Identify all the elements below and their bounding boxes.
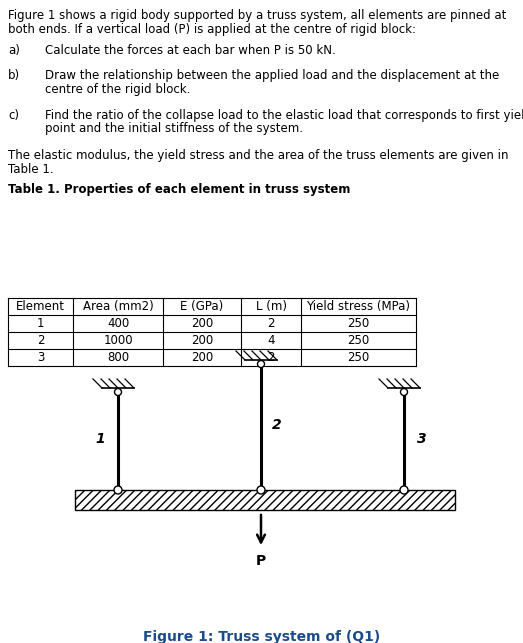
Text: 2: 2 — [267, 351, 275, 364]
Text: 3: 3 — [37, 351, 44, 364]
Text: Area (mm2): Area (mm2) — [83, 300, 153, 313]
Text: 2: 2 — [267, 317, 275, 330]
Text: Calculate the forces at each bar when P is 50 kN.: Calculate the forces at each bar when P … — [45, 44, 336, 57]
Text: b): b) — [8, 69, 20, 82]
Text: 200: 200 — [191, 317, 213, 330]
Circle shape — [114, 486, 122, 494]
Text: E (GPa): E (GPa) — [180, 300, 224, 313]
Text: Yield stress (MPa): Yield stress (MPa) — [306, 300, 411, 313]
Circle shape — [257, 361, 265, 368]
Text: 3: 3 — [417, 432, 427, 446]
Circle shape — [257, 486, 265, 494]
Text: 2: 2 — [37, 334, 44, 347]
Text: Find the ratio of the collapse load to the elastic load that corresponds to firs: Find the ratio of the collapse load to t… — [45, 109, 523, 122]
Text: 200: 200 — [191, 351, 213, 364]
Text: 1: 1 — [37, 317, 44, 330]
Text: 250: 250 — [347, 334, 370, 347]
Text: Figure 1 shows a rigid body supported by a truss system, all elements are pinned: Figure 1 shows a rigid body supported by… — [8, 9, 506, 22]
Text: 800: 800 — [107, 351, 129, 364]
Text: both ends. If a vertical load (P) is applied at the centre of rigid block:: both ends. If a vertical load (P) is app… — [8, 23, 416, 35]
Text: a): a) — [8, 44, 20, 57]
Text: P: P — [256, 554, 266, 568]
Text: L (m): L (m) — [256, 300, 287, 313]
Circle shape — [115, 388, 121, 395]
Text: Element: Element — [16, 300, 65, 313]
Text: 2: 2 — [272, 418, 282, 432]
Text: point and the initial stiffness of the system.: point and the initial stiffness of the s… — [45, 122, 303, 135]
Text: 4: 4 — [267, 334, 275, 347]
Text: 400: 400 — [107, 317, 129, 330]
Text: 200: 200 — [191, 334, 213, 347]
Circle shape — [400, 486, 408, 494]
Text: c): c) — [8, 109, 19, 122]
Text: Table 1.: Table 1. — [8, 163, 54, 176]
Text: Table 1. Properties of each element in truss system: Table 1. Properties of each element in t… — [8, 183, 350, 195]
Text: centre of the rigid block.: centre of the rigid block. — [45, 83, 190, 96]
Text: The elastic modulus, the yield stress and the area of the truss elements are giv: The elastic modulus, the yield stress an… — [8, 150, 508, 163]
Text: Draw the relationship between the applied load and the displacement at the: Draw the relationship between the applie… — [45, 69, 499, 82]
Text: 250: 250 — [347, 351, 370, 364]
Text: 1000: 1000 — [103, 334, 133, 347]
Text: Figure 1: Truss system of (Q1): Figure 1: Truss system of (Q1) — [143, 630, 380, 643]
Circle shape — [401, 388, 407, 395]
Text: 1: 1 — [95, 432, 105, 446]
Bar — [75, 490, 455, 510]
Text: 250: 250 — [347, 317, 370, 330]
